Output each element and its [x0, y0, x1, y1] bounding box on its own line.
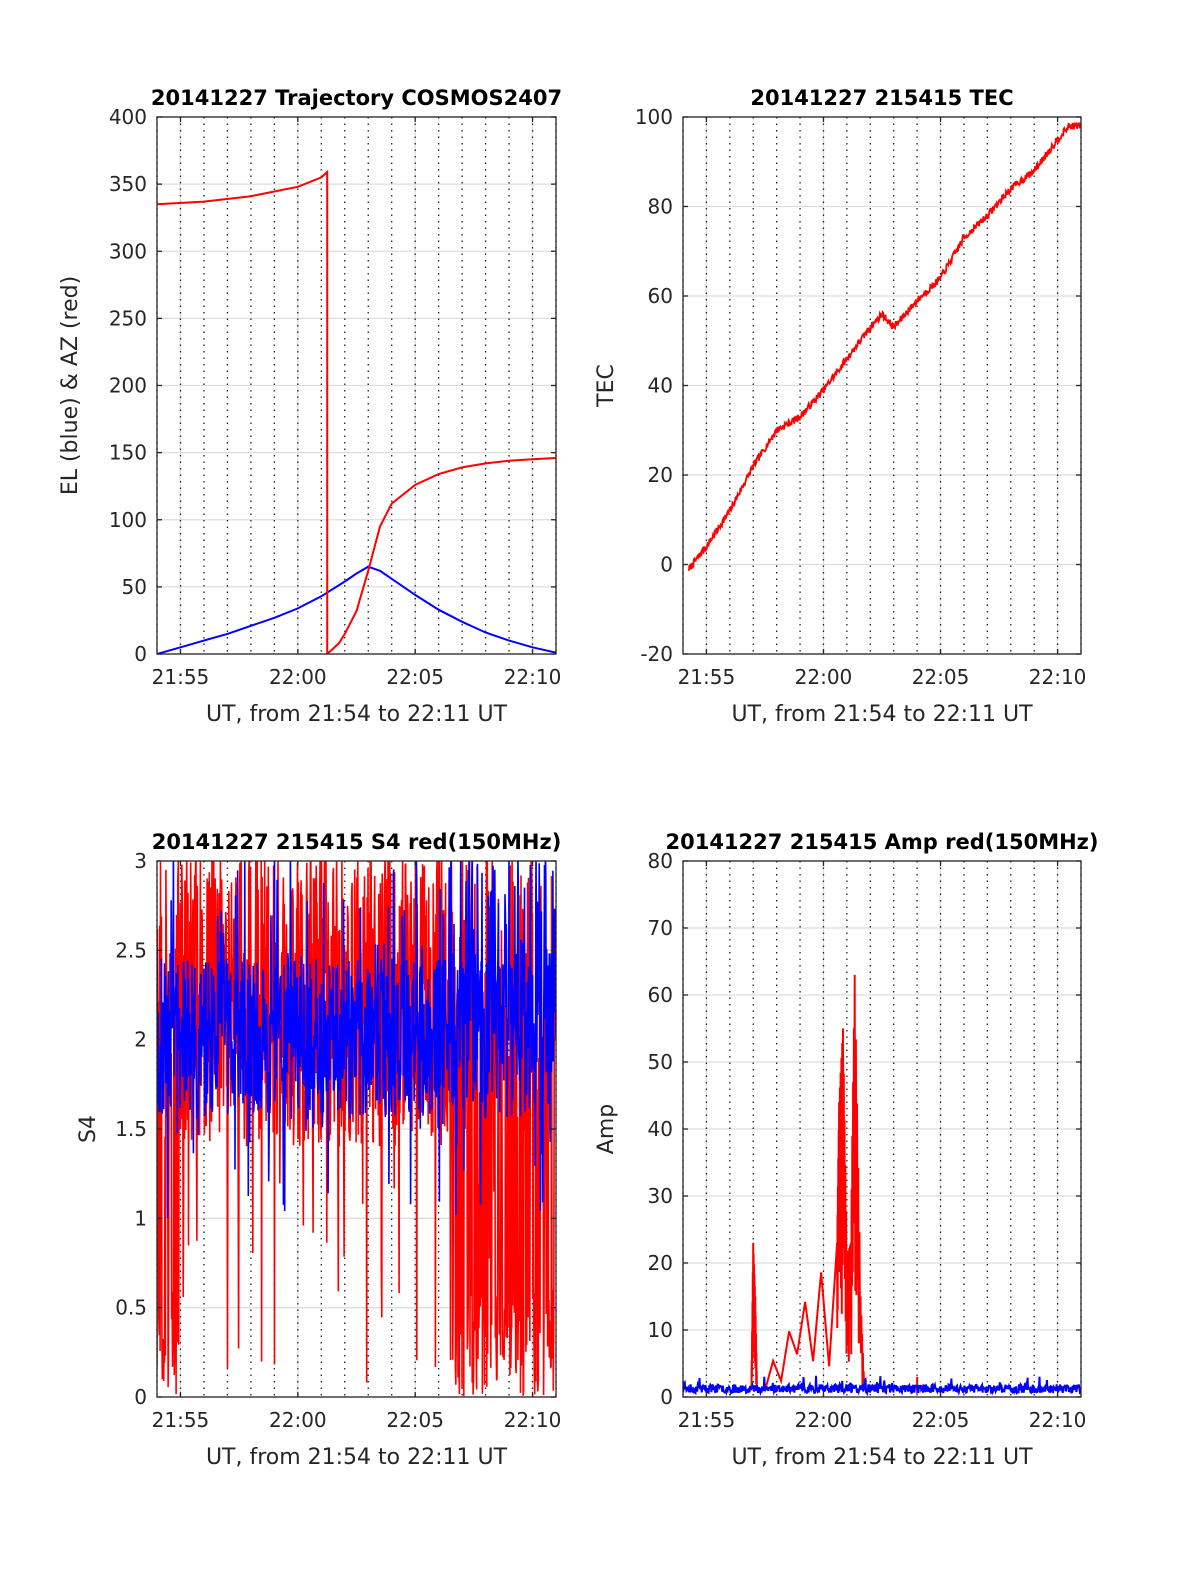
y-tick-label: -20 [640, 642, 673, 666]
x-axis-label: UT, from 21:54 to 22:11 UT [206, 702, 508, 727]
y-tick-label: 3 [134, 849, 147, 873]
series-tec [688, 121, 1081, 571]
y-tick-label: 1.5 [115, 1117, 147, 1141]
x-tick-label: 21:55 [152, 1408, 210, 1432]
amp-chart: 21:55 22:00 22:05 22:10 0 10 20 30 40 50 60 70 80201… [594, 830, 1099, 1470]
x-tick-label: 22:00 [269, 665, 327, 689]
x-tick-label: 22:05 [386, 1408, 444, 1432]
y-tick-label: 150 [109, 441, 147, 465]
y-tick-label: 0 [134, 642, 147, 666]
plot-area [683, 974, 1081, 1397]
chart-title: 20141227 215415 Amp red(150MHz) [665, 830, 1098, 854]
plot-area [157, 861, 556, 1397]
y-tick-label: 100 [109, 508, 147, 532]
y-tick-label: 20 [648, 463, 673, 487]
series-amp-red [750, 974, 866, 1392]
series-az [157, 169, 556, 654]
chart-title: 20141227 215415 TEC [750, 86, 1013, 110]
x-tick-label: 22:00 [795, 1408, 853, 1432]
y-tick-label: 50 [648, 1050, 673, 1074]
tec-chart: 21:55 22:00 22:05 22:10 -20 0 20 40 60 80 100 20141… [594, 86, 1086, 727]
y-tick-label: 0 [660, 553, 673, 577]
y-tick-label: 400 [109, 105, 147, 129]
x-tick-label: 22:00 [795, 665, 853, 689]
x-tick-label: 22:05 [912, 665, 970, 689]
x-axis-label: UT, from 21:54 to 22:11 UT [731, 1445, 1033, 1470]
series-s4-red [157, 861, 556, 1397]
y-tick-label: 60 [648, 983, 673, 1007]
x-axis-label: UT, from 21:54 to 22:11 UT [206, 1445, 508, 1470]
y-axis-label: EL (blue) & AZ (red) [58, 276, 83, 495]
x-tick-label: 22:00 [269, 1408, 327, 1432]
y-tick-label: 350 [109, 172, 147, 196]
y-axis-label: Amp [594, 1104, 619, 1154]
y-tick-label: 0 [660, 1385, 673, 1409]
y-tick-label: 80 [648, 195, 673, 219]
chart-title: 20141227 Trajectory COSMOS2407 [151, 86, 562, 110]
x-tick-label: 22:05 [386, 665, 444, 689]
y-tick-label: 250 [109, 306, 147, 330]
y-tick-label: 200 [109, 374, 147, 398]
x-tick-label: 22:10 [1029, 1408, 1087, 1432]
plot-area [157, 169, 556, 654]
y-tick-label: 0.5 [115, 1296, 147, 1320]
x-tick-label: 22:10 [504, 665, 562, 689]
y-tick-label: 60 [648, 284, 673, 308]
y-tick-label: 40 [648, 1117, 673, 1141]
y-tick-label: 10 [648, 1318, 673, 1342]
series-s4-blue [157, 861, 556, 1219]
x-tick-label: 21:55 [678, 665, 736, 689]
y-tick-label: 70 [648, 916, 673, 940]
x-tick-label: 22:10 [1029, 665, 1087, 689]
series-amp-blue [683, 1375, 1081, 1397]
s4-chart: 21:55 22:00 22:05 22:10 0 0.5 1 1.5 2 2.5 32014122… [76, 830, 561, 1470]
y-tick-label: 40 [648, 374, 673, 398]
y-tick-label: 0 [134, 1385, 147, 1409]
x-tick-label: 22:10 [504, 1408, 562, 1432]
y-tick-label: 2 [134, 1028, 147, 1052]
plot-area [688, 121, 1081, 571]
y-tick-label: 20 [648, 1251, 673, 1275]
x-tick-label: 22:05 [912, 1408, 970, 1432]
y-tick-label: 1 [134, 1206, 147, 1230]
x-tick-label: 21:55 [678, 1408, 736, 1432]
chart-title: 20141227 215415 S4 red(150MHz) [152, 830, 562, 854]
y-tick-label: 80 [648, 849, 673, 873]
y-tick-label: 300 [109, 239, 147, 263]
y-tick-label: 30 [648, 1184, 673, 1208]
y-axis-label: S4 [76, 1115, 101, 1143]
series-el [157, 565, 556, 654]
trajectory-chart: 21:55 22:00 22:05 22:10 0 50 100 150 200 250 300 35… [58, 86, 562, 727]
y-axis-label: TEC [594, 364, 619, 408]
y-tick-label: 100 [635, 105, 673, 129]
y-tick-label: 50 [122, 575, 147, 599]
x-axis-label: UT, from 21:54 to 22:11 UT [731, 702, 1033, 727]
x-tick-label: 21:55 [152, 665, 210, 689]
y-tick-label: 2.5 [115, 938, 147, 962]
